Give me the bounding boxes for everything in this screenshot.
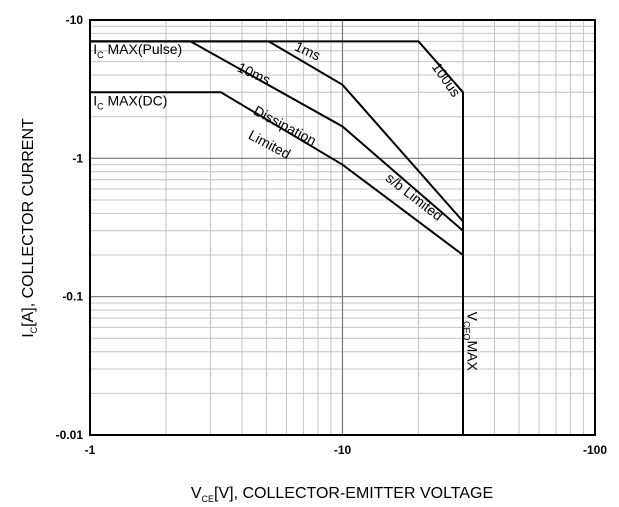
x-tick-label: -10 — [334, 443, 352, 457]
y-tick-labels: -10 -1 -0.1 -0.01 — [56, 13, 84, 442]
series-line-100us — [90, 40, 464, 255]
annotation-ic_dc: IC MAX(DC) — [93, 93, 167, 112]
major-gridlines — [90, 20, 595, 435]
x-tick-labels: -1 -10 -100 — [85, 443, 608, 457]
y-axis-title: IC[A], COLLECTOR CURRENT — [20, 118, 39, 338]
annotation-vceo: VCEOMAX — [462, 312, 481, 372]
series-line-dc — [90, 91, 464, 435]
x-axis-title: VCE[V], COLLECTOR-EMITTER VOLTAGE — [191, 485, 493, 504]
y-tick-label: -0.1 — [62, 290, 83, 304]
annotation-lbl_sb: s/b Limited — [383, 170, 446, 224]
annotation-lbl_100us: 100us — [429, 59, 464, 99]
x-tick-label: -100 — [583, 443, 607, 457]
series-line-10ms — [90, 40, 464, 232]
x-tick-label: -1 — [85, 443, 96, 457]
annotation-ic_pulse: IC MAX(Pulse) — [93, 41, 182, 60]
y-tick-label: -10 — [66, 13, 84, 27]
curve-layer — [90, 40, 464, 435]
y-tick-label: -0.01 — [56, 428, 84, 442]
annotation-lbl_10ms: 10ms — [235, 59, 273, 88]
y-tick-label: -1 — [72, 151, 83, 165]
plot-frame — [89, 19, 596, 436]
